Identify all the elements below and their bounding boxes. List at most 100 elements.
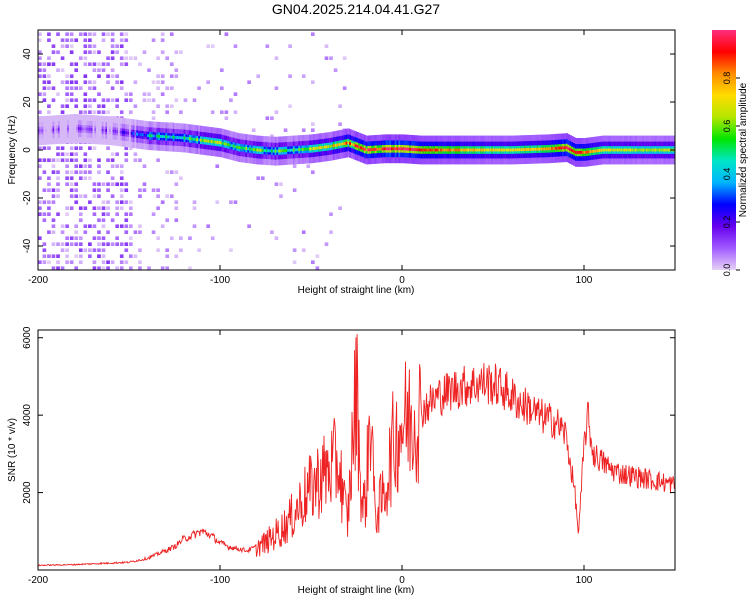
heatmap-cell [60,56,65,60]
heatmap-cell [119,182,124,186]
heatmap-cell [203,139,206,143]
heatmap-cell [97,242,101,246]
heatmap-cell [69,206,74,210]
heatmap-cell [174,200,179,204]
heatmap-cell [523,148,527,152]
heatmap-cell [188,236,192,240]
heatmap-cell [540,147,543,151]
heatmap-cell [201,138,205,142]
heatmap-cell [51,188,56,192]
heatmap-cell [274,149,277,153]
heatmap-cell [507,148,510,152]
heatmap-cell [42,86,47,90]
colorbar-gradient [712,30,736,270]
heatmap-cell [584,150,587,154]
heatmap-cell [138,230,142,234]
heatmap-cell [92,110,97,114]
heatmap-cell [115,200,119,204]
heatmap-cell [106,212,110,216]
heatmap-cell [582,150,585,154]
heatmap-cell [124,56,129,60]
heatmap-cell [88,50,92,54]
heatmap-cell [119,260,124,264]
heatmap-cell [92,98,97,102]
heatmap-cell [121,130,125,134]
heatmap-cell [56,260,60,264]
heatmap-cell [92,212,97,216]
heatmap-cell [165,104,170,108]
heatmap-cell [65,206,69,210]
heatmap-cell [649,148,652,152]
heatmap-cell [56,266,60,270]
heatmap-cell [101,254,106,258]
heatmap-cell [119,38,124,42]
heatmap-cell [274,86,279,90]
heatmap-cell [187,137,190,140]
heatmap-cell [38,62,42,66]
heatmap-cell [92,224,97,228]
heatmap-cell [151,212,156,216]
heatmap-cell [214,140,217,144]
heatmap-cell [647,148,651,152]
heatmap-cell [88,80,92,84]
heatmap-cell [106,182,110,186]
heatmap-cell [60,158,65,162]
heatmap-cell [85,127,88,131]
heatmap-cell [65,158,69,162]
heatmap-cell [38,50,42,54]
heatmap-cell [65,236,69,240]
heatmap-cell [74,68,79,72]
heatmap-cell [83,44,88,48]
heatmap-cell [92,68,97,72]
heatmap-cell [69,236,74,240]
heatmap-cell [51,254,56,258]
heatmap-cell [103,128,106,132]
heatmap-cell [124,32,129,36]
heatmap-cell [65,170,69,174]
snr-series [38,334,675,567]
heatmap-cell [311,80,315,84]
heatmap-cell [230,144,234,148]
heatmap-cell [151,230,156,234]
heatmap-cell [327,145,330,149]
heatmap-cell [142,98,147,102]
heatmap-cell [98,128,101,132]
colorbar-tick-label: 0.8 [722,72,732,85]
heatmap-cell [110,194,115,198]
heatmap-cell [560,146,563,150]
heatmap-cell [658,148,661,152]
heatmap-cell [112,129,115,133]
heatmap-cell [42,260,47,264]
heatmap-cell [169,32,174,36]
heatmap-cell [106,32,110,36]
heatmap-cell [110,260,115,264]
heatmap-cell [70,127,74,131]
heatmap-cell [483,148,487,152]
heatmap-cell [83,224,88,228]
heatmap-cell [160,32,165,36]
heatmap-cell [65,38,69,42]
heatmap-cell [196,138,199,142]
heatmap-cell [301,74,306,78]
heatmap-cell [216,140,219,144]
heatmap-cell [47,80,51,84]
heatmap-cell [51,224,56,228]
heatmap-cell [97,170,101,174]
heatmap-cell [192,137,196,141]
heatmap-cell [290,148,294,152]
heatmap-cell [127,131,130,135]
heatmap-cell [97,92,101,96]
heatmap-cell [56,254,60,258]
heatmap-cell [296,148,299,152]
heatmap-cell [614,148,618,152]
heatmap-cell [119,164,124,168]
heatmap-cell [311,170,315,174]
heatmap-cell [580,150,583,154]
heatmap-cell [265,116,270,120]
heatmap-cell [596,149,600,153]
heatmap-cell [69,260,74,264]
heatmap-cell [332,144,336,148]
heatmap-cell [74,164,79,168]
heatmap-cell [664,148,667,152]
heatmap-cell [38,236,42,240]
